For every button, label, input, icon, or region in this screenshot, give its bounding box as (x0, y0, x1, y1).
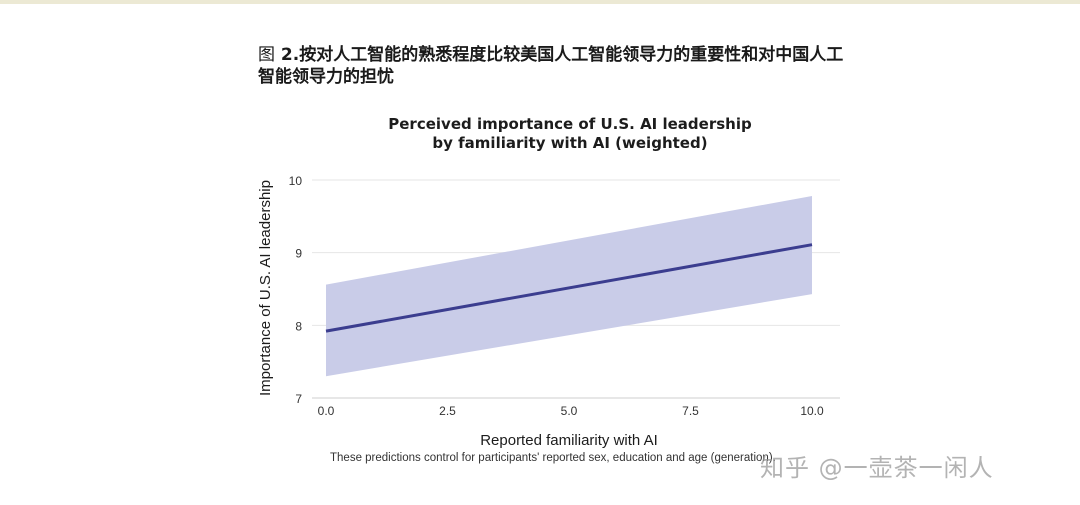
x-tick-label: 2.5 (439, 404, 456, 418)
predicted-importance-line (325, 243, 813, 333)
chart-title-line-1: Perceived importance of U.S. AI leadersh… (388, 115, 752, 133)
x-tick-label: 10.0 (800, 404, 824, 418)
x-axis-label: Reported familiarity with AI (480, 432, 658, 449)
figure-caption: 图 2.按对人工智能的熟悉程度比较美国人工智能领导力的重要性和对中国人工智能领导… (258, 44, 858, 88)
x-tick-label: 0.0 (318, 404, 335, 418)
y-tick-label: 9 (295, 247, 302, 261)
y-tick-label: 8 (295, 319, 302, 333)
y-axis-label: Importance of U.S. AI leadership (257, 180, 274, 396)
series-line-layer (325, 243, 813, 333)
chart-title-line-2: by familiarity with AI (weighted) (432, 134, 708, 152)
x-tick-label: 5.0 (561, 404, 578, 418)
top-border (0, 0, 1080, 4)
y-tick-label: 10 (289, 174, 303, 188)
figure-caption-prefix: 图 (258, 45, 275, 65)
watermark: 知乎 @一壶茶一闲人 (760, 454, 994, 482)
y-tick-label: 7 (295, 392, 302, 406)
tick-labels: 7 8 9 10 0.0 2.5 5.0 7.5 10.0 (289, 174, 824, 418)
confidence-band-layer (326, 195, 812, 377)
confidence-band (326, 195, 812, 377)
chart-footnote: These predictions control for participan… (330, 452, 776, 464)
x-tick-label: 7.5 (682, 404, 699, 418)
figure-caption-title: 2.按对人工智能的熟悉程度比较美国人工智能领导力的重要性和对中国人工智能领导力的… (258, 45, 844, 87)
